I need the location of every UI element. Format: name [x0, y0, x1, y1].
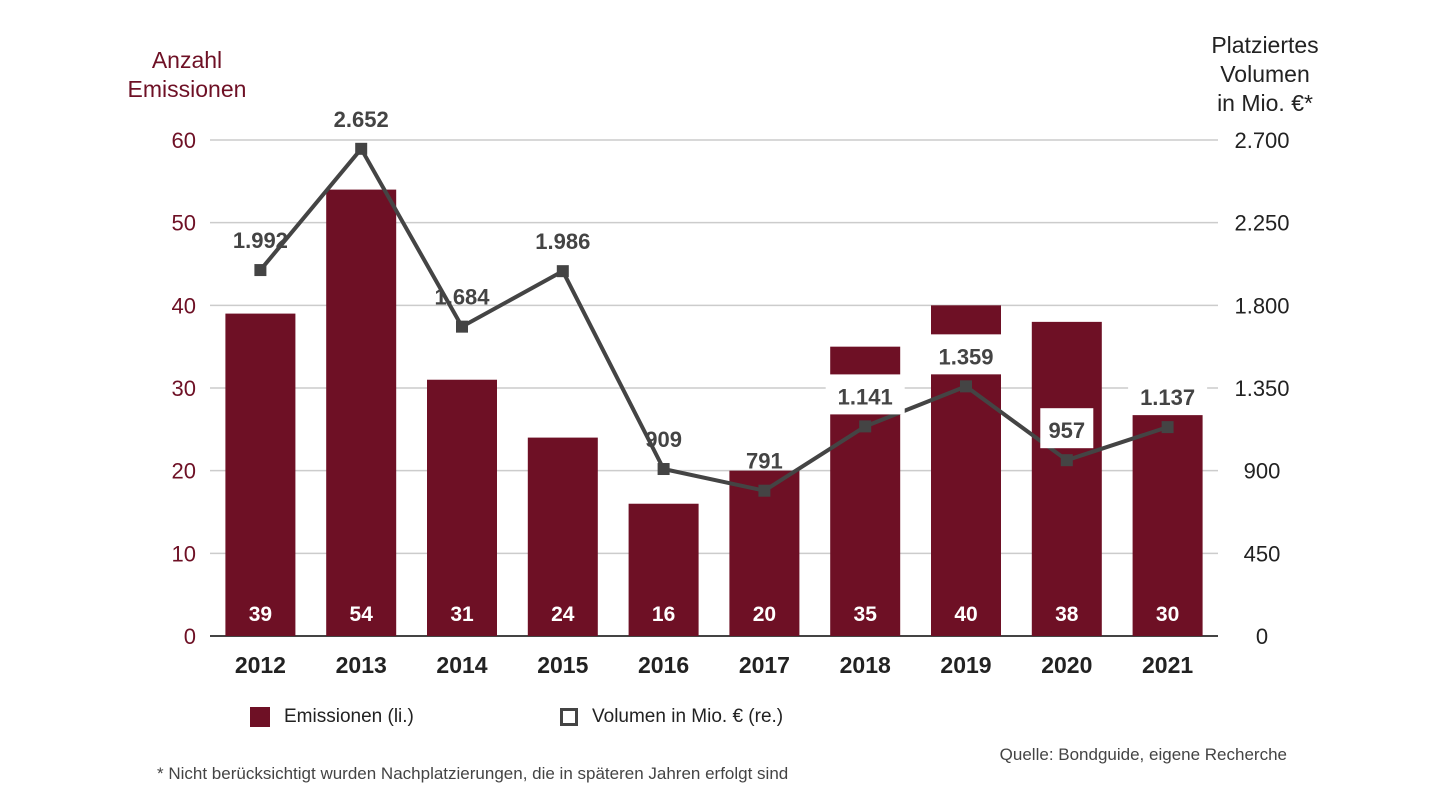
right-tick-label: 2.250 [1234, 211, 1289, 236]
legend-line-swatch [560, 708, 578, 726]
volume-marker [556, 265, 569, 278]
bar-value-label: 24 [551, 603, 575, 626]
x-tick-label: 2016 [638, 652, 689, 678]
volume-marker [859, 420, 872, 433]
label-knockout [1128, 375, 1208, 416]
right-tick-label: 450 [1244, 541, 1281, 566]
volume-value-label: 1.684 [434, 285, 490, 310]
volume-marker [254, 264, 267, 277]
footnote: * Nicht berücksichtigt wurden Nachplatzi… [157, 764, 789, 783]
x-tick-label: 2013 [336, 652, 387, 678]
bar [628, 503, 699, 636]
bar [729, 470, 800, 636]
legend-label-volume: Volumen in Mio. € (re.) [592, 706, 784, 727]
label-knockout [926, 334, 1006, 375]
left-tick-label: 50 [172, 211, 196, 236]
label-knockout [825, 374, 905, 415]
volume-marker [657, 463, 670, 476]
right-tick-label: 0 [1256, 624, 1268, 649]
right-tick-label: 1.800 [1234, 293, 1289, 318]
volume-line-path [258, 146, 1169, 493]
x-tick-label: 2020 [1041, 652, 1092, 678]
volume-value-label: 957 [1048, 418, 1085, 443]
volume-value-label: 1.992 [233, 228, 288, 253]
left-tick-label: 30 [172, 376, 196, 401]
bar [225, 313, 296, 636]
volume-marker [1060, 454, 1073, 467]
volume-marker [456, 320, 468, 333]
legend-bar-swatch [250, 707, 270, 727]
x-tick-label: 2018 [840, 652, 891, 678]
volume-marker [758, 484, 771, 497]
volume-value-label: 791 [746, 449, 783, 474]
bar-value-label: 31 [450, 603, 474, 626]
bar [527, 437, 598, 636]
x-tick-label: 2019 [940, 652, 991, 678]
right-tick-label: 1.350 [1234, 376, 1289, 401]
volume-value-label: 1.141 [838, 384, 893, 409]
x-tick-label: 2017 [739, 652, 790, 678]
x-tick-label: 2021 [1142, 652, 1193, 678]
bar-value-label: 20 [753, 603, 776, 626]
labels: 0 10 20 30 40 50 60 0 450 900 1.350 1.800 2.250 2.700… [172, 107, 1290, 678]
bar [326, 189, 397, 636]
bar-value-label: 38 [1055, 603, 1079, 626]
volume-value-label: 1.359 [938, 344, 993, 369]
label-knockout [1040, 408, 1094, 449]
volume-marker [960, 380, 972, 393]
volume-value-label: 1.137 [1140, 385, 1195, 410]
bar-value-label: 54 [350, 603, 374, 626]
bar-value-label: 39 [249, 603, 272, 626]
bar-value-label: 16 [652, 603, 675, 626]
right-axis-title: Platziertes Volumen in Mio. €* [1211, 32, 1319, 116]
left-tick-label: 60 [172, 128, 196, 153]
bar-value-label: 30 [1156, 603, 1179, 626]
source-note: Quelle: Bondguide, eigene Recherche [999, 745, 1287, 764]
right-tick-label: 900 [1244, 459, 1281, 484]
left-axis-title: Anzahl Emissionen [127, 47, 247, 102]
left-tick-label: 40 [172, 293, 196, 318]
volume-value-label: 1.986 [535, 229, 590, 254]
left-tick-label: 20 [172, 459, 196, 484]
left-tick-label: 10 [172, 541, 196, 566]
volume-marker [1161, 421, 1174, 434]
x-tick-label: 2012 [235, 652, 286, 678]
legend-item-volume: Volumen in Mio. € (re.) [560, 706, 783, 728]
bar-value-label: 35 [854, 603, 878, 626]
volume-marker [355, 142, 368, 155]
right-tick-label: 2.700 [1234, 128, 1289, 153]
x-tick-label: 2015 [537, 652, 588, 678]
volume-value-label: 2.652 [334, 107, 389, 132]
left-tick-label: 0 [184, 624, 196, 649]
bars [225, 189, 1203, 636]
legend-item-emissions: Emissionen (li.) [250, 706, 414, 728]
bar [1031, 321, 1102, 636]
x-tick-label: 2014 [436, 652, 487, 678]
legend-label-emissions: Emissionen (li.) [284, 706, 414, 727]
bar [427, 379, 497, 636]
volume-line [254, 142, 1174, 497]
bar-value-label: 40 [954, 603, 977, 626]
volume-value-label: 909 [645, 427, 682, 452]
